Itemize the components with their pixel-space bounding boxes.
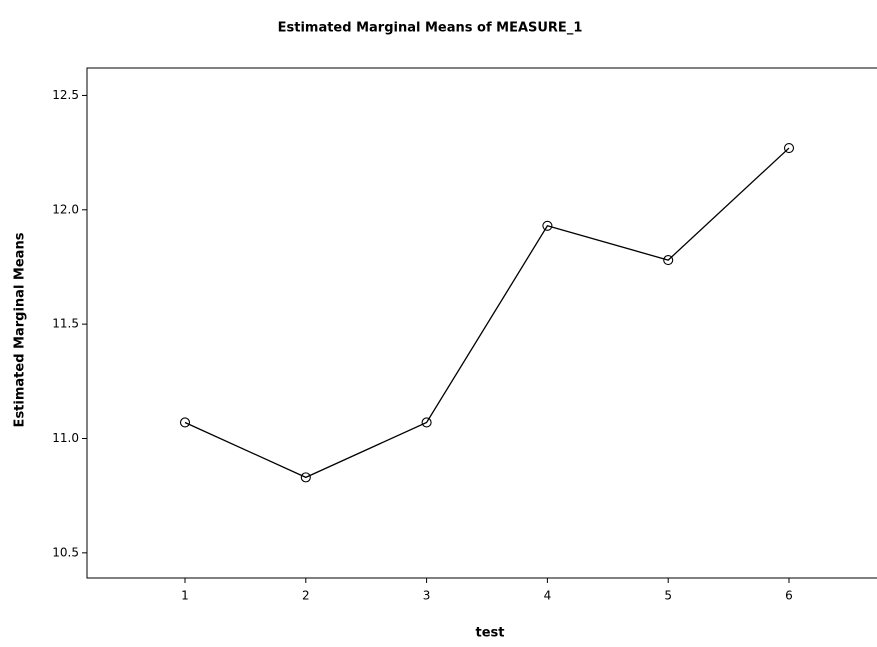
chart-title: Estimated Marginal Means of MEASURE_1 (278, 21, 583, 36)
page: {"chart_data": {"type": "line", "title":… (0, 0, 877, 643)
x-axis-label: test (476, 626, 505, 641)
y-tick-label: 11.0 (52, 431, 79, 445)
series-line (185, 148, 789, 477)
x-tick-label: 5 (664, 589, 672, 603)
chart: Estimated Marginal Means of MEASURE_1 Es… (0, 0, 877, 643)
y-tick-label: 12.0 (52, 202, 79, 216)
x-tick-label: 1 (181, 589, 189, 603)
y-tick-label: 12.5 (52, 88, 79, 102)
x-tick-label: 6 (785, 589, 793, 603)
y-axis-label: Estimated Marginal Means (13, 232, 28, 427)
y-tick-label: 11.5 (52, 317, 79, 331)
plot-frame (87, 68, 877, 578)
x-tick-label: 2 (302, 589, 310, 603)
x-tick-label: 4 (544, 589, 552, 603)
y-tick-label: 10.5 (52, 545, 79, 559)
x-tick-label: 3 (423, 589, 431, 603)
